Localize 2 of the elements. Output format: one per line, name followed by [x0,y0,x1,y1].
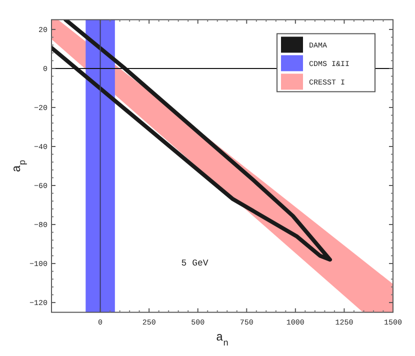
x-axis-title: a$_{n}$ [216,330,229,348]
annotation: 5 GeV [181,258,209,268]
